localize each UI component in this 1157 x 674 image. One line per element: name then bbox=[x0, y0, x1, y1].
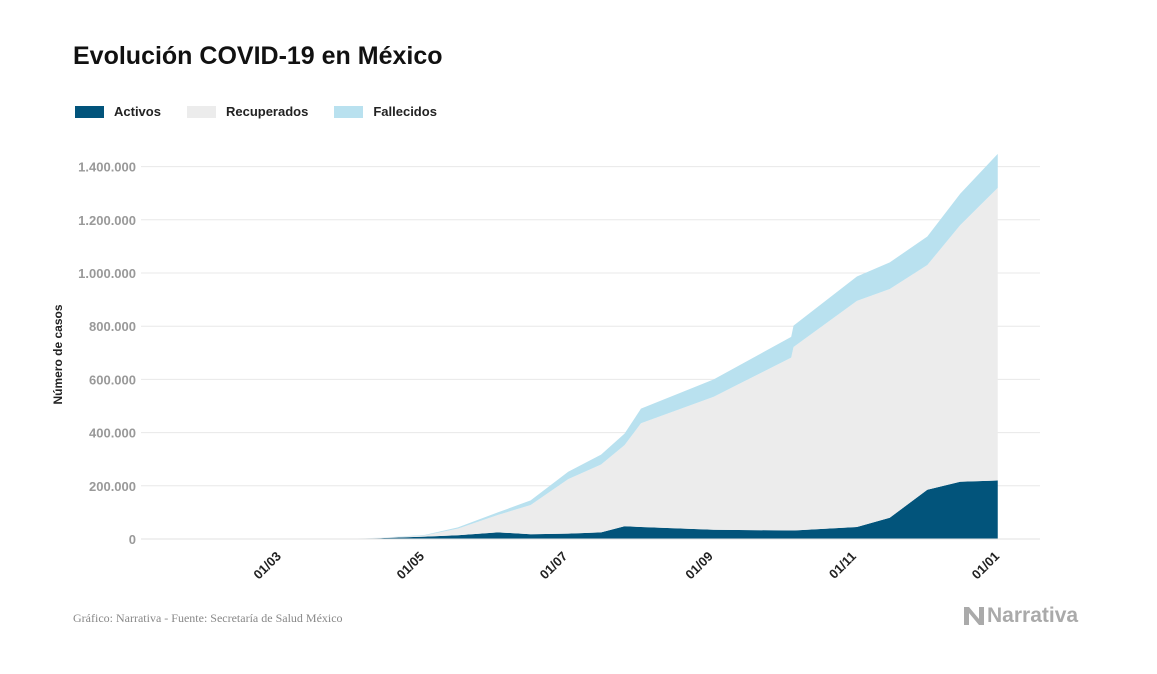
y-tick-label: 1.400.000 bbox=[78, 160, 136, 175]
x-tick-label: 01/01 bbox=[969, 549, 1003, 583]
y-tick-label: 1.000.000 bbox=[78, 266, 136, 281]
legend-swatch bbox=[334, 105, 364, 118]
y-tick-label: 800.000 bbox=[89, 319, 136, 334]
area-activos bbox=[314, 480, 998, 539]
legend-swatch bbox=[75, 105, 104, 118]
x-tick-label: 01/03 bbox=[250, 549, 284, 583]
y-tick-label: 1.200.000 bbox=[78, 213, 136, 228]
legend-item-fallecidos: Fallecidos bbox=[334, 104, 437, 119]
narrativa-n-icon bbox=[964, 607, 984, 625]
legend-label: Recuperados bbox=[225, 104, 309, 119]
narrativa-logo: Narrativa bbox=[963, 604, 1078, 628]
x-tick-label: 01/07 bbox=[537, 549, 571, 583]
legend-label: Activos bbox=[114, 104, 161, 119]
y-tick-label: 0 bbox=[129, 532, 136, 547]
y-axis-label: Número de casos bbox=[51, 304, 65, 404]
area-recuperados bbox=[314, 187, 998, 539]
x-tick-label: 01/11 bbox=[826, 549, 859, 582]
chart-title: Evolución COVID-19 en México bbox=[73, 42, 443, 70]
legend-label: Fallecidos bbox=[373, 104, 437, 119]
x-tick-label: 01/09 bbox=[682, 549, 716, 583]
y-tick-label: 600.000 bbox=[89, 372, 136, 387]
y-tick-label: 400.000 bbox=[89, 426, 136, 441]
source-note: Gráfico: Narrativa - Fuente: Secretaría … bbox=[73, 611, 343, 625]
legend: Activos Recuperados Fallecidos bbox=[75, 104, 463, 119]
legend-swatch bbox=[186, 105, 216, 118]
logo-text: Narrativa bbox=[987, 604, 1079, 627]
x-tick-label: 01/05 bbox=[394, 549, 428, 583]
y-tick-label: 200.000 bbox=[89, 479, 136, 494]
legend-item-recuperados: Recuperados bbox=[186, 104, 309, 119]
legend-item-activos: Activos bbox=[75, 104, 161, 119]
